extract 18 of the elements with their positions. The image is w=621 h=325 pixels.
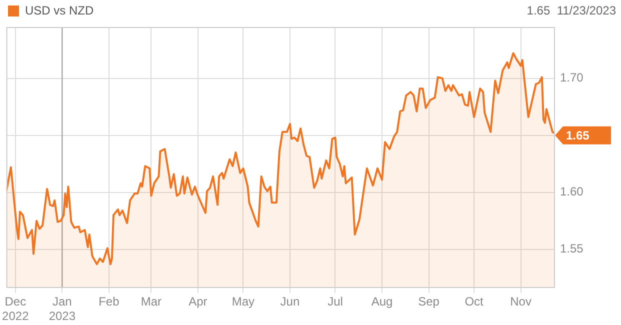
x-tick-label: May — [232, 294, 255, 309]
x-tick-label: Apr — [188, 294, 208, 309]
x-tick-label: Mar — [140, 294, 162, 309]
x-tick-label: Sep — [418, 294, 440, 309]
x-tick-label: Jul — [328, 294, 343, 309]
x-tick-label: Nov — [510, 294, 532, 309]
text: 1.65 11/23/2023 — [526, 3, 616, 18]
x-tick-label: Jan 2023 — [48, 294, 76, 323]
legend-label: USD vs NZD — [25, 3, 94, 18]
y-tick-label: 1.70 — [560, 70, 584, 85]
y-tick-label: 1.60 — [560, 184, 584, 199]
x-tick-label: Oct — [464, 294, 484, 309]
x-tick-label: Aug — [371, 294, 393, 309]
x-tick-label: Jun — [280, 294, 300, 309]
x-tick-label: Dec 2022 — [2, 294, 30, 323]
y-tick-label: 1.55 — [560, 242, 584, 256]
annotation: 1.65 — [566, 128, 590, 143]
x-tick-label: Feb — [98, 294, 120, 309]
